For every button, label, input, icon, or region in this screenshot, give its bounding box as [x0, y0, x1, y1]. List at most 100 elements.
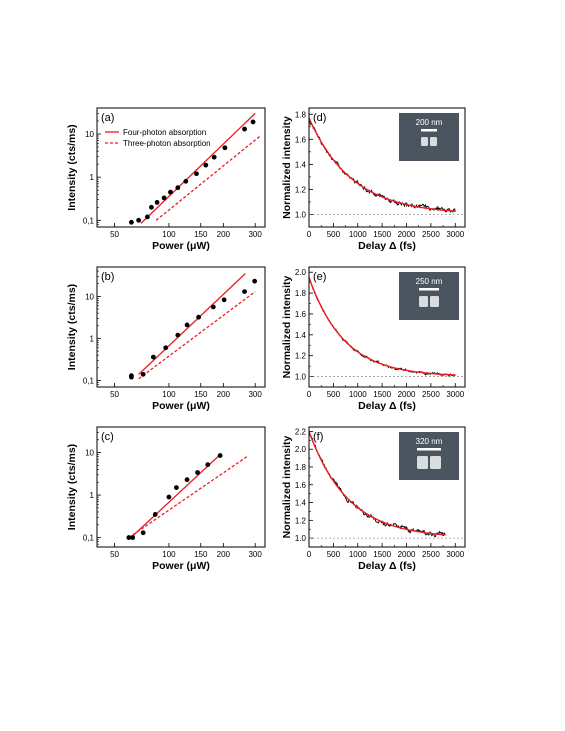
chart-panel-e: 0 500 1000 1500 2000 2500 3000 1.0 1.2 1.4 1.6 1.8 2…	[281, 266, 466, 412]
y-tick-label: 1.6	[295, 135, 307, 144]
x-tick-label: 300	[248, 390, 262, 399]
y-tick-label: 1	[90, 334, 95, 343]
data-point	[210, 304, 216, 310]
x-tick-label: 2500	[422, 390, 440, 399]
x-tick-label: 2500	[422, 230, 440, 239]
data-point	[149, 204, 154, 210]
y-tick-label: 10	[85, 292, 94, 301]
y-tick-label: 1.0	[295, 534, 307, 543]
x-axis-title: Power (μW)	[152, 240, 210, 252]
y-axis-title: Normalized intensity	[281, 276, 293, 379]
sem-inset: 250 nm	[399, 272, 459, 320]
y-axis-title: Normalized intensity	[281, 116, 293, 219]
y-tick-label: 1.2	[295, 352, 307, 361]
panel-letter: (f)	[313, 431, 323, 443]
y-tick-label: 2.0	[295, 445, 307, 454]
x-tick-label: 1000	[349, 390, 367, 399]
sem-image	[399, 272, 459, 320]
nanoparticle	[417, 456, 428, 469]
y-tick-label: 0,1	[83, 216, 95, 225]
data-point	[161, 195, 167, 201]
y-tick-label: 1	[90, 173, 95, 182]
scale-bar	[419, 288, 439, 291]
data-point	[203, 162, 209, 168]
data-point	[129, 373, 134, 379]
data-point	[175, 185, 181, 191]
y-tick-label: 1.6	[295, 481, 307, 490]
data-point	[217, 453, 223, 458]
x-tick-label: 500	[327, 390, 341, 399]
data-point	[242, 126, 247, 132]
data-point	[166, 494, 172, 500]
chart-panel-a: 50 100 150 200 300 0,1 1 10 Power (μW) Intensity …	[66, 107, 266, 252]
data-point	[129, 219, 134, 225]
three-photon-fit-line	[128, 456, 248, 539]
x-tick-label: 200	[217, 550, 231, 559]
legend-four-photon-label: Four-photon absorption	[123, 128, 206, 137]
panel-letter: (a)	[101, 112, 114, 124]
x-tick-label: 150	[194, 230, 208, 239]
three-photon-fit-line	[138, 291, 256, 380]
x-tick-label: 100	[162, 230, 176, 239]
panel-letter: (c)	[101, 431, 114, 443]
x-tick-label: 50	[110, 390, 119, 399]
y-tick-label: 1.2	[295, 516, 307, 525]
scale-bar-label: 320 nm	[416, 437, 443, 446]
x-tick-label: 200	[217, 230, 231, 239]
scale-bar	[417, 448, 441, 451]
plot-area	[129, 273, 258, 380]
x-tick-label: 200	[217, 390, 231, 399]
plot-frame	[96, 426, 266, 548]
nanoparticle	[430, 137, 437, 146]
sem-image	[399, 432, 459, 480]
plot-frame	[308, 107, 466, 228]
y-tick-label: 1.2	[295, 185, 307, 194]
x-tick-label: 2000	[398, 390, 416, 399]
data-point	[205, 462, 211, 468]
x-tick-label: 300	[248, 230, 262, 239]
data-point	[140, 371, 146, 377]
y-tick-label: 1.4	[295, 160, 307, 169]
chart-panel-c: 50 100 150 200 300 0,1 1 10 Power (μW) Intensity …	[66, 426, 266, 572]
data-point	[154, 200, 160, 205]
sem-image	[399, 113, 459, 161]
data-point	[222, 145, 228, 151]
data-point	[250, 119, 256, 125]
data-point	[221, 297, 227, 303]
scale-bar	[421, 129, 437, 132]
x-axis-title: Delay Δ (fs)	[358, 560, 416, 572]
plot-frame	[96, 266, 266, 388]
plot-area	[309, 277, 465, 377]
data-point	[144, 214, 150, 220]
data-point	[136, 217, 142, 223]
four-photon-fit-line	[140, 112, 256, 224]
exponential-fit-line	[309, 277, 456, 376]
chart-panel-d: 0 500 1000 1500 2000 2500 3000 1.0 1.2 1.4 1.6 1.8 D…	[281, 107, 466, 252]
x-tick-label: 500	[327, 230, 341, 239]
y-tick-label: 1.0	[295, 210, 307, 219]
y-tick-label: 2.0	[295, 268, 307, 277]
four-photon-fit-line	[128, 453, 222, 540]
panel-letter: (e)	[313, 271, 326, 283]
x-tick-label: 1000	[349, 550, 367, 559]
nanoparticle	[430, 456, 441, 469]
nanoparticle	[430, 296, 439, 307]
x-tick-label: 3000	[446, 550, 464, 559]
data-point	[174, 485, 179, 490]
y-tick-label: 1.4	[295, 499, 307, 508]
plot-area	[129, 112, 261, 225]
exponential-fit-line	[309, 431, 446, 536]
data-point	[130, 535, 136, 540]
data-point	[150, 354, 156, 360]
x-tick-label: 50	[110, 550, 119, 559]
plot-frame	[96, 107, 266, 228]
y-tick-label: 1.8	[295, 110, 307, 119]
panel-letter: (d)	[313, 112, 326, 124]
four-photon-fit-line	[138, 273, 246, 375]
y-axis-title: Normalized intensity	[281, 436, 293, 539]
y-tick-label: 2.2	[295, 427, 307, 436]
x-tick-label: 100	[162, 550, 176, 559]
y-tick-label: 1	[90, 491, 95, 500]
x-axis-title: Delay Δ (fs)	[358, 240, 416, 252]
x-tick-label: 0	[307, 390, 312, 399]
